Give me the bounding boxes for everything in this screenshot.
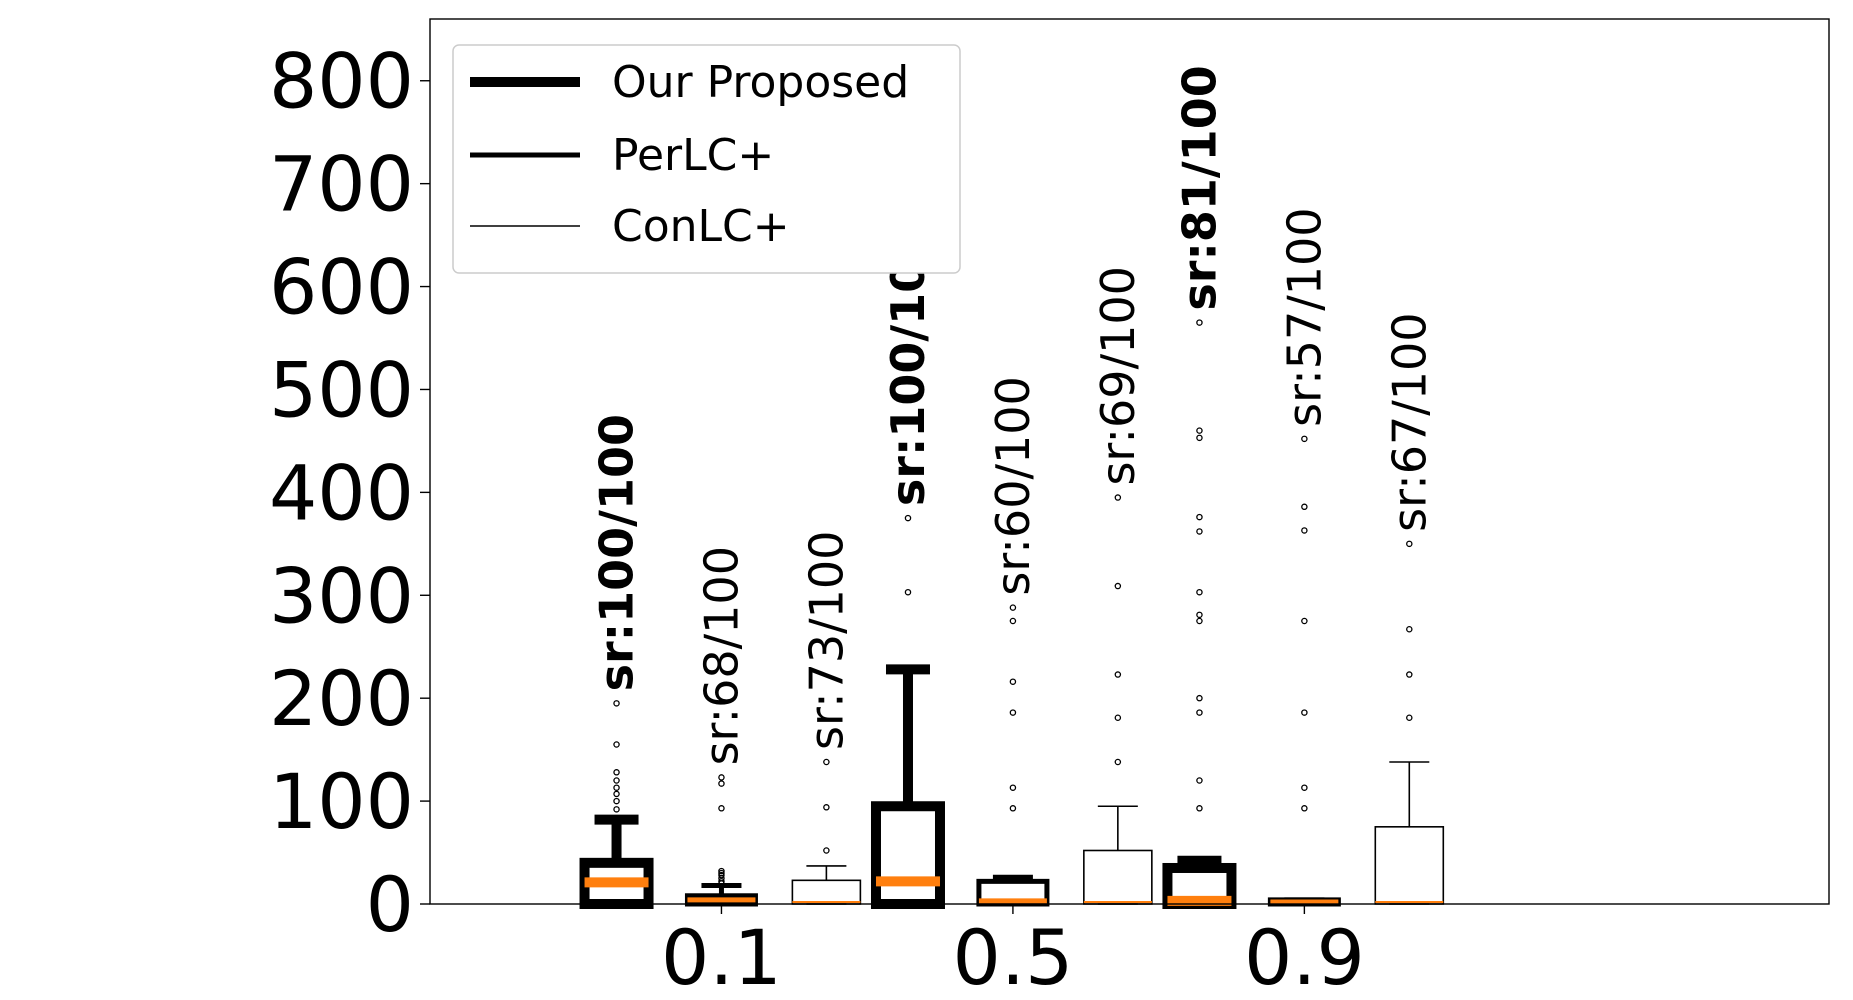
outlier-point bbox=[613, 700, 620, 707]
outlier-point bbox=[1301, 527, 1308, 534]
y-tick-label: 400 bbox=[269, 448, 414, 537]
outlier-point bbox=[718, 805, 725, 812]
outlier-point bbox=[718, 871, 725, 879]
outlier-point bbox=[613, 777, 620, 784]
outlier-point bbox=[1301, 503, 1308, 511]
outlier-point bbox=[1009, 709, 1017, 716]
y-tick-label: 500 bbox=[269, 345, 414, 434]
outlier-point bbox=[1196, 319, 1203, 326]
box-conlc--0.9 bbox=[1374, 540, 1445, 905]
y-tick-label: 300 bbox=[269, 551, 414, 640]
outlier-point bbox=[1114, 494, 1122, 501]
outlier-point bbox=[1009, 604, 1017, 611]
legend-entry: PerLC+ bbox=[470, 130, 774, 181]
outlier-point bbox=[613, 797, 620, 805]
sr-label: sr:81/100 bbox=[1172, 65, 1226, 310]
outlier-point bbox=[1196, 427, 1203, 434]
sr-label: sr:100/100 bbox=[881, 229, 935, 506]
outlier-point bbox=[1406, 671, 1413, 678]
outlier-point bbox=[718, 878, 725, 885]
outlier-point bbox=[904, 588, 912, 596]
y-tick-label: 600 bbox=[269, 243, 414, 332]
outlier-point bbox=[1196, 694, 1203, 702]
outlier-point bbox=[613, 769, 620, 776]
y-tick-label: 100 bbox=[269, 757, 414, 846]
axes: 0 100 200 300 400 500 600 700 800 0.1 0.5 0.9 bbox=[269, 18, 1830, 1000]
outlier-point bbox=[718, 867, 725, 875]
legend-entry: Our Proposed bbox=[470, 57, 909, 108]
outlier-point bbox=[613, 784, 620, 791]
x-tick-label: 0.5 bbox=[952, 913, 1073, 1000]
outlier-point bbox=[1009, 805, 1017, 812]
legend: Our Proposed PerLC+ ConLC+ bbox=[452, 44, 961, 274]
sr-label: sr:100/100 bbox=[590, 414, 644, 691]
outlier-point bbox=[718, 780, 725, 787]
outlier-point bbox=[613, 806, 620, 813]
legend-entry: ConLC+ bbox=[470, 201, 790, 252]
outlier-point bbox=[1196, 434, 1203, 442]
y-tick-label: 800 bbox=[269, 37, 414, 126]
sr-labels: sr:100/100 sr:100/100 sr:81/100 sr:68/100 sr… bbox=[590, 65, 1437, 765]
legend-label: Our Proposed bbox=[612, 57, 909, 108]
outlier-point bbox=[613, 741, 620, 748]
outlier-point bbox=[1196, 805, 1203, 812]
outlier-point bbox=[1009, 617, 1017, 625]
outlier-point bbox=[1406, 714, 1413, 721]
outlier-point bbox=[823, 804, 830, 811]
sr-label: sr:68/100 bbox=[694, 546, 748, 765]
legend-box bbox=[452, 44, 961, 274]
outlier-point bbox=[718, 869, 725, 877]
sr-label: sr:67/100 bbox=[1382, 312, 1436, 531]
outlier-point bbox=[1196, 611, 1203, 619]
outlier-point bbox=[1196, 617, 1203, 625]
outlier-point bbox=[1114, 582, 1122, 590]
outlier-point bbox=[1009, 784, 1017, 791]
outlier-point bbox=[1406, 540, 1413, 548]
outlier-point bbox=[1196, 588, 1203, 596]
x-tick-label: 0.9 bbox=[1244, 913, 1365, 1000]
outlier-point bbox=[1301, 805, 1308, 812]
outlier-point bbox=[1301, 617, 1308, 625]
outlier-point bbox=[1301, 435, 1308, 443]
outlier-point bbox=[823, 758, 830, 766]
outlier-point bbox=[1301, 709, 1308, 716]
outlier-point bbox=[1114, 671, 1122, 678]
outlier-point bbox=[1196, 709, 1203, 716]
outlier-point bbox=[1196, 528, 1203, 535]
outlier-point bbox=[1406, 625, 1413, 633]
outlier-point bbox=[823, 847, 830, 854]
outlier-point bbox=[1196, 777, 1203, 784]
outlier-point bbox=[718, 774, 725, 781]
sr-label: sr:60/100 bbox=[986, 376, 1040, 595]
legend-label: ConLC+ bbox=[612, 201, 790, 252]
outlier-point bbox=[613, 790, 620, 798]
plot-frame bbox=[429, 18, 1830, 905]
sr-label: sr:57/100 bbox=[1277, 207, 1331, 426]
outlier-point bbox=[1196, 513, 1203, 521]
sr-label: sr:73/100 bbox=[799, 531, 853, 750]
outlier-point bbox=[904, 514, 912, 522]
x-tick-label: 0.1 bbox=[661, 913, 782, 1000]
legend-label: PerLC+ bbox=[612, 130, 774, 181]
outlier-point bbox=[1114, 758, 1122, 766]
y-tick-label: 700 bbox=[269, 140, 414, 229]
outlier-point bbox=[1009, 678, 1017, 685]
sr-label: sr:69/100 bbox=[1091, 266, 1145, 485]
y-tick-label: 0 bbox=[366, 860, 414, 949]
outlier-point bbox=[1301, 784, 1308, 791]
y-tick-label: 200 bbox=[269, 654, 414, 743]
outlier-point bbox=[1114, 714, 1122, 721]
